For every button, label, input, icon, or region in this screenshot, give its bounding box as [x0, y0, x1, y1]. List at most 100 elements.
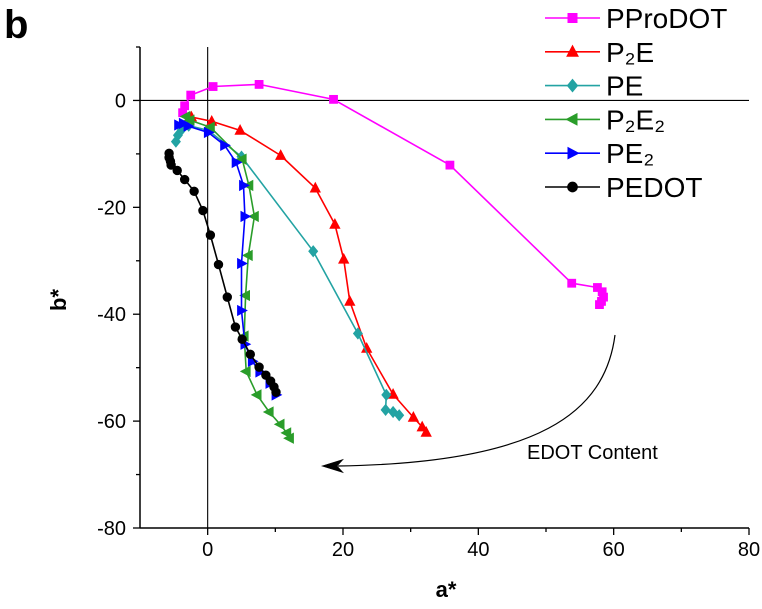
series-pprodot-point [180, 101, 190, 111]
series-p2e-point [338, 252, 350, 264]
legend-label: PProDOT [606, 3, 727, 34]
series-pprodot-point [254, 80, 264, 89]
series-pprodot-point [567, 278, 577, 288]
series-pedot-point [213, 259, 224, 270]
series-p2e-point [329, 218, 341, 229]
series-p2e2-point [204, 121, 215, 133]
series-pe2-point [183, 120, 195, 132]
series-pprodot-point [186, 90, 196, 100]
series-p2e-line [191, 116, 427, 433]
series-p2e2-point [248, 210, 259, 223]
series-pe2-point [203, 126, 215, 139]
legend-entry-p2e2: P₂E₂ [545, 104, 665, 135]
legend-entry-pe: PE [545, 71, 643, 102]
series-pedot-point [189, 186, 199, 197]
series-pe-point [381, 388, 392, 402]
series-pedot-point [205, 230, 216, 240]
series-pprodot-point [595, 300, 604, 310]
series-pe2 [174, 117, 283, 401]
series-pe2-point [240, 210, 252, 223]
legend-marker [567, 146, 580, 160]
series-pe-line [175, 124, 400, 416]
series-pprodot-point [208, 82, 218, 91]
legend-label: P₂E₂ [606, 104, 665, 135]
series-pedot-point [271, 387, 281, 397]
series-pprodot-point [329, 94, 338, 104]
legend-label: PE [606, 71, 643, 102]
series-pe2-point [237, 257, 248, 270]
series-pprodot [178, 80, 608, 310]
legend-label: PEDOT [606, 172, 702, 203]
series-p2e-point [234, 124, 246, 135]
y-tick-label: -40 [97, 304, 126, 326]
x-tick-label: 20 [332, 539, 354, 561]
series-pe2-line [178, 122, 277, 396]
edot-content-annotation: EDOT Content [320, 334, 658, 474]
series-pe2-point [239, 179, 250, 192]
series-p2e2-point [183, 114, 195, 126]
series-pedot-point [254, 362, 264, 372]
series-pedot-point [198, 205, 208, 216]
series-pedot-point [237, 334, 247, 345]
series-pe-point [394, 409, 405, 422]
y-tick-label: -60 [97, 411, 126, 433]
series-pedot-point [245, 349, 255, 360]
series-pe2-point [237, 304, 248, 317]
y-tick-label: -80 [97, 518, 126, 540]
y-tick-label: 0 [115, 90, 126, 112]
series-pedot-point [222, 292, 232, 302]
legend-marker [567, 181, 578, 193]
series-p2e2-point [250, 389, 262, 401]
x-axis-label: a* [436, 577, 457, 602]
series-pprodot-line [181, 83, 605, 306]
series-pe-point [380, 403, 391, 417]
series-p2e-point [407, 411, 420, 422]
series-pedot [164, 148, 281, 397]
legend-label: PE₂ [606, 138, 654, 169]
annotation-arrowhead [320, 458, 344, 474]
x-tick-label: 0 [202, 539, 213, 561]
legend-marker [565, 112, 578, 126]
x-tick-label: 60 [603, 539, 625, 561]
axis-ticks [133, 46, 750, 535]
series-pedot-line [168, 153, 277, 393]
series-pe-point [308, 245, 319, 258]
series-pedot-point [172, 165, 182, 176]
series-p2e-point [387, 388, 399, 399]
series-pedot-point [230, 322, 241, 332]
legend-entry-pprodot: PProDOT [545, 3, 727, 34]
legend-entry-pe2: PE₂ [545, 138, 654, 169]
series-p2e2-point [239, 365, 251, 378]
y-axis-label: b* [46, 289, 71, 311]
series-p2e-point [275, 149, 287, 160]
legend-label: P₂E [606, 37, 654, 68]
series-p2e [185, 110, 432, 437]
series-p2e-point [344, 295, 356, 306]
series-p2e2-point [241, 249, 253, 262]
series-pedot-point [166, 160, 176, 170]
y-tick-label: -20 [97, 197, 126, 219]
series-pe [170, 119, 405, 422]
series-p2e2-point [262, 406, 274, 418]
legend-marker [566, 44, 579, 57]
legend-marker [566, 78, 579, 93]
series-pedot-point [179, 174, 190, 185]
series-p2e-point [420, 425, 432, 437]
panel-label: b [4, 3, 28, 47]
annotation-arrow [337, 334, 616, 467]
series-p2e2-point [239, 289, 251, 302]
series-p2e2-point [235, 153, 247, 165]
legend-marker [567, 12, 578, 23]
legend-entry-pedot: PEDOT [545, 172, 702, 203]
axis-tick-labels: 0 20 40 60 80 -80 -60 -40 -20 0 [97, 90, 760, 561]
x-tick-label: 40 [467, 539, 489, 561]
series-p2e2-point [283, 432, 294, 444]
series-pprodot-point [445, 160, 455, 170]
series-pe-point [352, 327, 363, 340]
series-p2e-point [309, 181, 321, 193]
x-tick-label: 80 [738, 539, 760, 561]
legend-entry-p2e: P₂E [545, 37, 654, 68]
series-pe2-point [220, 139, 231, 151]
